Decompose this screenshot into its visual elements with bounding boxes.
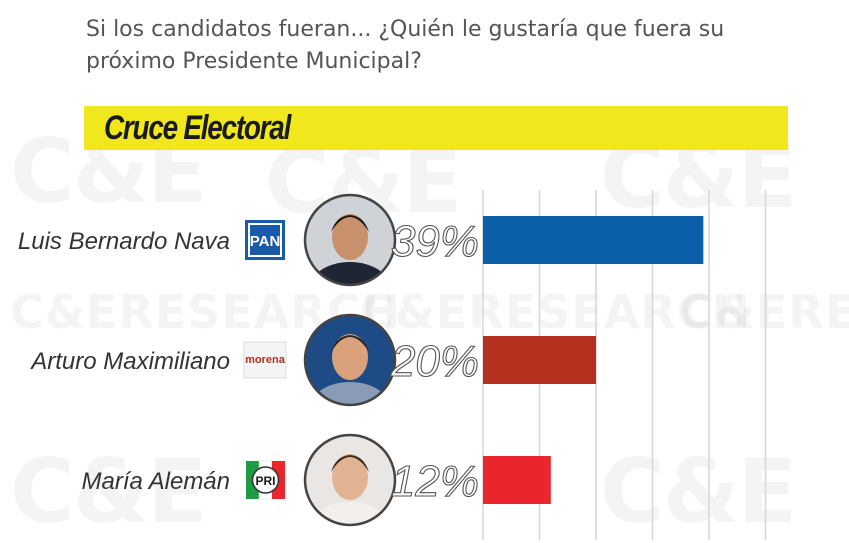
value-label: 39% (391, 217, 479, 266)
pri-logo-icon: PRI (246, 460, 285, 500)
bar (483, 216, 704, 264)
candidate-name: Arturo Maximiliano (29, 348, 230, 375)
pan-logo-icon: PAN (245, 220, 285, 260)
bar (483, 336, 596, 384)
candidate-photo (303, 433, 397, 527)
value-label: 20% (390, 337, 479, 386)
survey-question: Si los candidatos fueran... ¿Quién le gu… (86, 17, 725, 74)
svg-text:PRI: PRI (255, 474, 275, 488)
morena-logo-icon: morena (243, 341, 287, 379)
candidate-name: Luis Bernardo Nava (18, 228, 230, 255)
bar (483, 456, 551, 504)
section-banner: Cruce Electoral (84, 106, 788, 150)
svg-text:morena: morena (245, 354, 286, 366)
candidate-name: María Alemán (82, 468, 231, 495)
candidate-photo (303, 313, 397, 407)
banner-title: Cruce Electoral (104, 109, 291, 147)
svg-text:PAN: PAN (250, 233, 281, 250)
candidate-photo (303, 193, 397, 287)
value-label: 12% (391, 457, 479, 506)
